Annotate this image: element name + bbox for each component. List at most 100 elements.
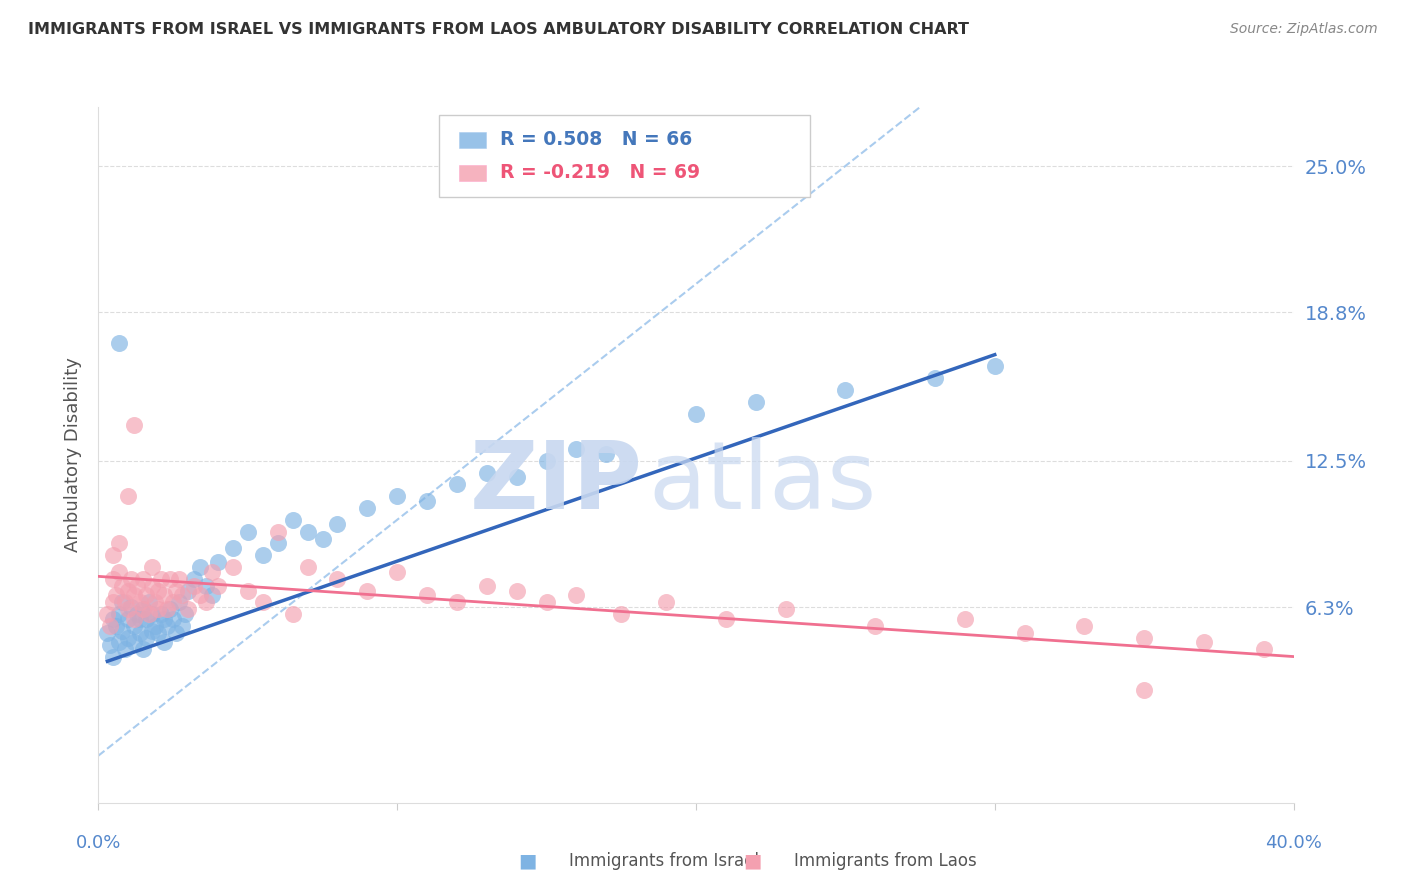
FancyBboxPatch shape	[460, 165, 485, 180]
Point	[141, 624, 163, 638]
Point	[117, 612, 139, 626]
Point	[141, 560, 163, 574]
Point	[135, 612, 157, 626]
Point	[150, 607, 173, 621]
Point	[148, 583, 170, 598]
Point	[120, 600, 142, 615]
Point	[108, 607, 131, 621]
Point	[188, 588, 211, 602]
Text: Source: ZipAtlas.com: Source: ZipAtlas.com	[1230, 22, 1378, 37]
Point	[177, 583, 200, 598]
Point	[1253, 642, 1275, 657]
Point	[775, 602, 797, 616]
Point	[111, 624, 134, 638]
Point	[141, 607, 163, 621]
Text: R = 0.508   N = 66: R = 0.508 N = 66	[501, 130, 692, 149]
Point	[148, 626, 170, 640]
Point	[124, 635, 146, 649]
Point	[100, 619, 122, 633]
Point	[167, 572, 190, 586]
Point	[129, 612, 152, 626]
Text: ■: ■	[517, 851, 537, 871]
Point	[156, 619, 179, 633]
Point	[96, 626, 118, 640]
Point	[162, 612, 184, 626]
Point	[953, 612, 976, 626]
Point	[120, 572, 142, 586]
Point	[745, 395, 768, 409]
Point	[111, 579, 134, 593]
Point	[172, 588, 194, 602]
Point	[108, 335, 131, 350]
Text: IMMIGRANTS FROM ISRAEL VS IMMIGRANTS FROM LAOS AMBULATORY DISABILITY CORRELATION: IMMIGRANTS FROM ISRAEL VS IMMIGRANTS FRO…	[28, 22, 969, 37]
Point	[124, 612, 146, 626]
Point	[188, 560, 211, 574]
Point	[132, 572, 155, 586]
Point	[1014, 626, 1036, 640]
Point	[416, 588, 439, 602]
Point	[114, 642, 136, 657]
Point	[195, 595, 218, 609]
Point	[252, 548, 274, 562]
Point	[281, 607, 304, 621]
Point	[236, 583, 259, 598]
Point	[267, 536, 290, 550]
Point	[129, 595, 152, 609]
Point	[153, 588, 176, 602]
Text: ■: ■	[742, 851, 762, 871]
Point	[1192, 635, 1215, 649]
Point	[153, 612, 176, 626]
Point	[150, 572, 173, 586]
Y-axis label: Ambulatory Disability: Ambulatory Disability	[65, 358, 83, 552]
Point	[96, 607, 118, 621]
Point	[222, 560, 245, 574]
Point	[311, 532, 333, 546]
Point	[103, 595, 125, 609]
Point	[132, 642, 155, 657]
Point	[159, 602, 181, 616]
Point	[222, 541, 245, 555]
Point	[108, 635, 131, 649]
Point	[297, 524, 319, 539]
Point	[105, 619, 128, 633]
Point	[1133, 631, 1156, 645]
Point	[111, 595, 134, 609]
Point	[281, 513, 304, 527]
Point	[506, 470, 529, 484]
Point	[159, 572, 181, 586]
Point	[207, 579, 229, 593]
Point	[565, 442, 588, 456]
Point	[506, 583, 529, 598]
Point	[326, 572, 349, 586]
FancyBboxPatch shape	[460, 132, 485, 147]
Point	[984, 359, 1007, 374]
Point	[685, 407, 707, 421]
Point	[124, 588, 146, 602]
Text: R = -0.219   N = 69: R = -0.219 N = 69	[501, 163, 700, 183]
Point	[127, 607, 149, 621]
Point	[124, 619, 146, 633]
Point	[201, 588, 224, 602]
Point	[446, 595, 468, 609]
Point	[132, 602, 155, 616]
Point	[565, 588, 588, 602]
Point	[201, 565, 224, 579]
Point	[610, 607, 633, 621]
Point	[153, 635, 176, 649]
Point	[326, 517, 349, 532]
Point	[834, 383, 856, 397]
Point	[536, 454, 558, 468]
Point	[127, 579, 149, 593]
Point	[103, 548, 125, 562]
Point	[138, 607, 160, 621]
Point	[446, 477, 468, 491]
Point	[108, 536, 131, 550]
Point	[103, 572, 125, 586]
Point	[117, 631, 139, 645]
Point	[117, 602, 139, 616]
Point	[132, 602, 155, 616]
Point	[1133, 682, 1156, 697]
Point	[129, 626, 152, 640]
Point	[924, 371, 946, 385]
Point	[141, 579, 163, 593]
